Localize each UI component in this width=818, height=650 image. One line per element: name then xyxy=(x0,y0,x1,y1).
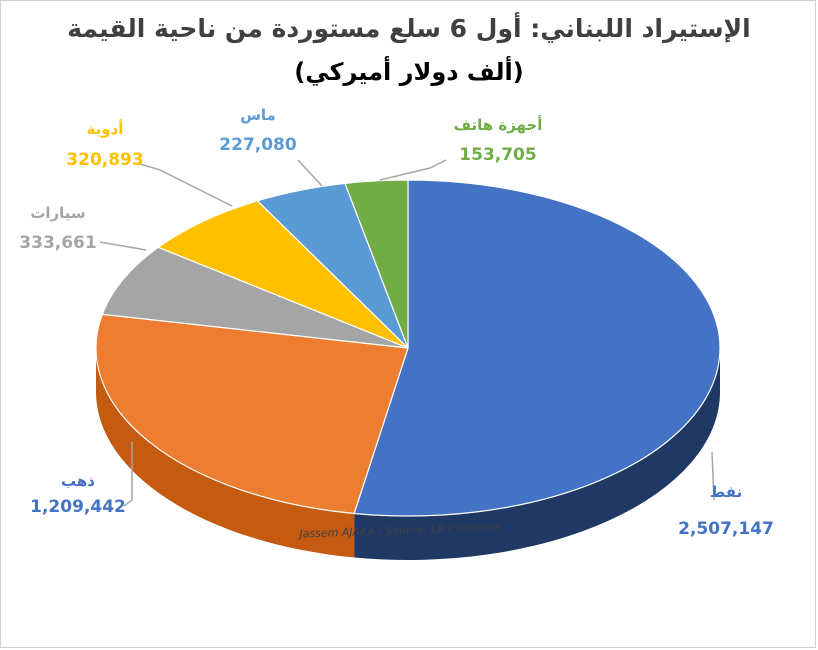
slice-label-5: أجهزة هاتف xyxy=(454,115,543,134)
slice-2 xyxy=(101,246,409,349)
slice-value-1: 1,209,442 xyxy=(30,497,126,517)
slice-side-0 xyxy=(354,348,720,561)
slice-side-1 xyxy=(96,348,355,558)
pie-slices xyxy=(95,179,721,517)
leader-line-3 xyxy=(139,163,233,207)
chart-subtitle: (ألف دولار أميركي) xyxy=(294,58,524,86)
slice-label-3: أدوية xyxy=(87,119,124,138)
slice-label-0: نفط xyxy=(710,483,743,501)
leader-line-5 xyxy=(379,159,447,181)
slice-label-1: ذهب xyxy=(61,472,95,490)
slice-0 xyxy=(353,179,721,517)
pie-sides xyxy=(96,348,720,561)
slice-value-4: 227,080 xyxy=(219,135,297,155)
leader-line-1 xyxy=(123,442,133,507)
slice-value-5: 153,705 xyxy=(459,145,536,165)
leader-line-4 xyxy=(297,159,323,187)
slice-value-2: 333,661 xyxy=(19,233,96,253)
chart-title: الإستيراد اللبناني: أول 6 سلع مستوردة من… xyxy=(67,14,751,43)
slice-3 xyxy=(157,200,409,349)
slice-5 xyxy=(344,179,409,349)
slice-label-4: ماس xyxy=(240,106,276,124)
leader-lines xyxy=(99,159,715,507)
slice-value-3: 320,893 xyxy=(66,150,143,170)
slice-value-0: 2,507,147 xyxy=(678,519,774,539)
data-labels: نفط 2,507,147 ذهب 1,209,442 سيارات 333,661 أدو… xyxy=(19,106,774,539)
slice-label-2: سيارات xyxy=(30,204,85,222)
leader-line-2 xyxy=(99,241,147,251)
leader-line-0 xyxy=(711,451,715,501)
slice-1 xyxy=(95,313,409,515)
